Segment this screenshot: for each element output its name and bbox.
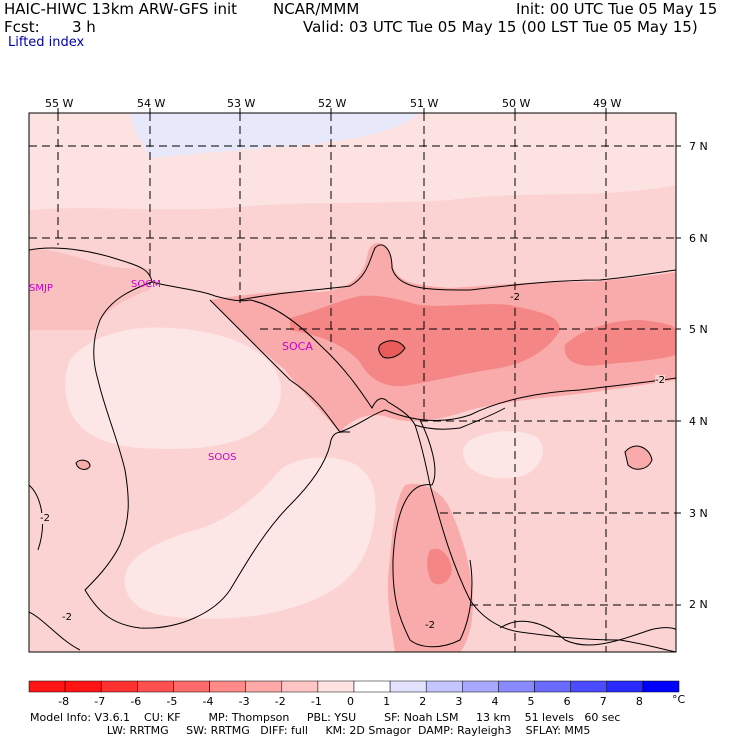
map-field: [29, 113, 676, 652]
colorbar-tick-label: -7: [94, 695, 106, 708]
field-dark-spot: [378, 340, 406, 359]
contour-line: [392, 419, 473, 648]
colorbar-box: [462, 680, 499, 693]
init-time: Init: 00 UTC Tue 05 May 15: [516, 0, 718, 18]
lon-label: 55 W: [45, 97, 74, 110]
lat-label: 4 N: [689, 415, 708, 428]
border-line: [84, 281, 351, 629]
contour-line: [29, 611, 81, 651]
border-line: [414, 407, 506, 430]
model-info-line2: LW: RRTMG SW: RRTMG DIFF: full KM: 2D Sm…: [30, 724, 591, 737]
contour-label: -2: [40, 513, 50, 524]
colorbar-tick-label: 5: [527, 695, 535, 708]
field-east-patch: [624, 445, 653, 470]
lat-lon-grid: [29, 113, 676, 652]
colorbar-tick-label: -2: [274, 695, 286, 708]
lat-label: 3 N: [689, 507, 708, 520]
colorbar-tick-label: 4: [491, 695, 499, 708]
colorbar-box: [642, 680, 680, 693]
colorbar-tick-label: 0: [347, 695, 354, 708]
lat-label: 2 N: [689, 598, 708, 611]
station-label: SMJP: [29, 283, 53, 294]
contour-label: -2: [425, 620, 435, 631]
contour-line: [239, 244, 676, 301]
colorbar-tick-label: -1: [310, 695, 322, 708]
colorbar-tick-label: 7: [599, 695, 607, 708]
contour-line: [29, 484, 44, 551]
colorbar-box: [353, 680, 391, 693]
model-info-line1: Model Info: V3.6.1 CU: KF MP: Thompson P…: [30, 711, 621, 724]
lon-label: 49 W: [593, 97, 622, 110]
lat-label: 7 N: [689, 140, 708, 153]
colorbar-box: [498, 680, 535, 693]
colorbar-box: [570, 680, 608, 693]
field-blue-patch: [130, 113, 420, 158]
model-title: HAIC-HIWC 13km ARW-GFS init: [4, 0, 238, 18]
station-label: SOOS: [208, 452, 237, 463]
map-frame: [28, 112, 677, 653]
contour-label: -2: [655, 375, 665, 386]
colorbar-box: [281, 680, 319, 693]
lat-label: 6 N: [689, 232, 708, 245]
valid-time: Valid: 03 UTC Tue 05 May 15 (00 LST Tue …: [303, 18, 698, 36]
field-south-core: [427, 548, 452, 585]
colorbar: [28, 680, 680, 693]
colorbar-tick-label: -5: [166, 695, 178, 708]
colorbar-box: [28, 680, 66, 693]
contour-line: [499, 620, 676, 646]
colorbar-box: [209, 680, 246, 693]
org-label: NCAR/MMM: [273, 0, 360, 18]
field-west-zone: [29, 249, 150, 330]
colorbar-box: [606, 680, 644, 693]
colorbar-unit: °C: [672, 693, 686, 706]
field-name: Lifted index: [8, 35, 85, 50]
forecast-hours: 3 h: [72, 18, 96, 36]
lat-label: 5 N: [689, 323, 708, 336]
colorbar-box: [245, 680, 283, 693]
lon-label: 50 W: [502, 97, 531, 110]
colorbar-tick-label: -6: [130, 695, 142, 708]
contour-line: [75, 459, 91, 470]
contour-label: -2: [510, 292, 520, 303]
field-dark-east: [564, 320, 676, 366]
colorbar-tick-label: -8: [58, 695, 70, 708]
lon-label: 53 W: [227, 97, 256, 110]
colorbar-box: [100, 680, 138, 693]
contour-label: -2: [62, 612, 72, 623]
colorbar-tick-label: 2: [419, 695, 427, 708]
colorbar-box: [317, 680, 355, 693]
colorbar-box: [389, 680, 427, 693]
lon-label: 51 W: [410, 97, 439, 110]
colorbar-tick-label: -3: [238, 695, 250, 708]
field-white-west: [65, 327, 281, 449]
colorbar-box: [534, 680, 571, 693]
forecast-label: Fcst:: [4, 18, 40, 36]
field-white-east: [462, 431, 543, 479]
contour-line: [209, 299, 676, 433]
station-label: SOCM: [131, 279, 161, 290]
colorbar-tick-label: 3: [455, 695, 463, 708]
field-dark-core: [290, 295, 560, 387]
colorbar-box: [137, 680, 174, 693]
colorbar-tick-label: 1: [383, 695, 391, 708]
colorbar-tick-label: -4: [202, 695, 214, 708]
colorbar-box: [425, 680, 463, 693]
colorbar-box: [173, 680, 210, 693]
station-label: SOCA: [282, 340, 313, 353]
lon-label: 52 W: [318, 97, 347, 110]
field-white-south: [124, 457, 376, 619]
colorbar-tick-label: 6: [563, 695, 571, 708]
colorbar-tick-label: 8: [635, 695, 643, 708]
lon-label: 54 W: [137, 97, 166, 110]
colorbar-box: [64, 680, 102, 693]
coastline: [29, 247, 676, 652]
axis-ticks: [57, 108, 681, 606]
